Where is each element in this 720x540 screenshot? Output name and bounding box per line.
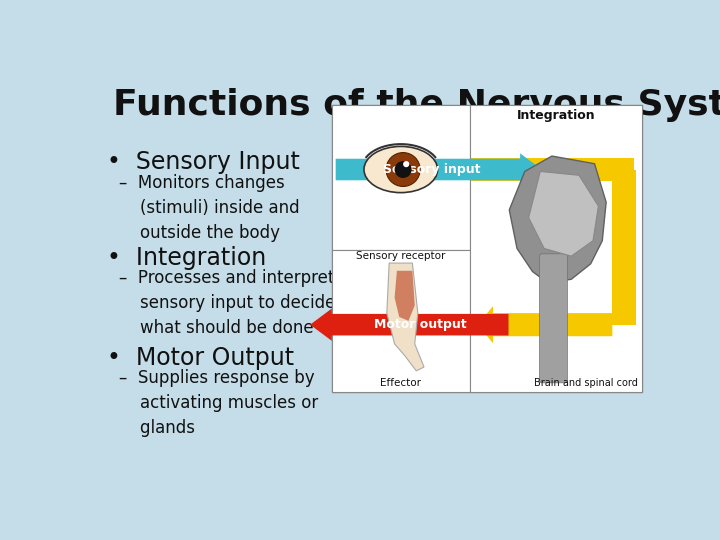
PathPatch shape: [528, 171, 598, 256]
PathPatch shape: [387, 263, 424, 371]
Circle shape: [395, 161, 412, 178]
FancyBboxPatch shape: [332, 105, 469, 249]
Text: –  Processes and interprets
    sensory input to decide
    what should be done: – Processes and interprets sensory input…: [120, 269, 343, 337]
Text: •  Integration: • Integration: [107, 246, 266, 270]
Text: Brain and spinal cord: Brain and spinal cord: [534, 378, 638, 388]
FancyArrow shape: [612, 170, 636, 325]
Text: Sensory input: Sensory input: [383, 163, 480, 176]
Text: –  Supplies response by
    activating muscles or
    glands: – Supplies response by activating muscle…: [120, 369, 319, 437]
FancyArrow shape: [472, 158, 634, 181]
PathPatch shape: [509, 156, 606, 283]
FancyBboxPatch shape: [539, 254, 567, 383]
Circle shape: [403, 161, 409, 167]
FancyBboxPatch shape: [332, 105, 642, 392]
Text: Functions of the Nervous System: Functions of the Nervous System: [113, 88, 720, 122]
Text: •  Sensory Input: • Sensory Input: [107, 150, 300, 173]
FancyArrow shape: [310, 308, 508, 341]
Circle shape: [386, 153, 420, 186]
Text: Effector: Effector: [380, 378, 421, 388]
Ellipse shape: [364, 146, 438, 193]
Text: •  Motor Output: • Motor Output: [107, 346, 294, 370]
FancyBboxPatch shape: [469, 105, 642, 392]
Text: –  Monitors changes
    (stimuli) inside and
    outside the body: – Monitors changes (stimuli) inside and …: [120, 174, 300, 242]
Text: Sensory receptor: Sensory receptor: [356, 251, 446, 261]
FancyBboxPatch shape: [332, 249, 469, 392]
Text: Motor output: Motor output: [374, 318, 467, 331]
Text: Integration: Integration: [516, 109, 595, 122]
FancyArrow shape: [477, 306, 612, 343]
FancyArrow shape: [336, 153, 542, 186]
PathPatch shape: [395, 271, 415, 321]
